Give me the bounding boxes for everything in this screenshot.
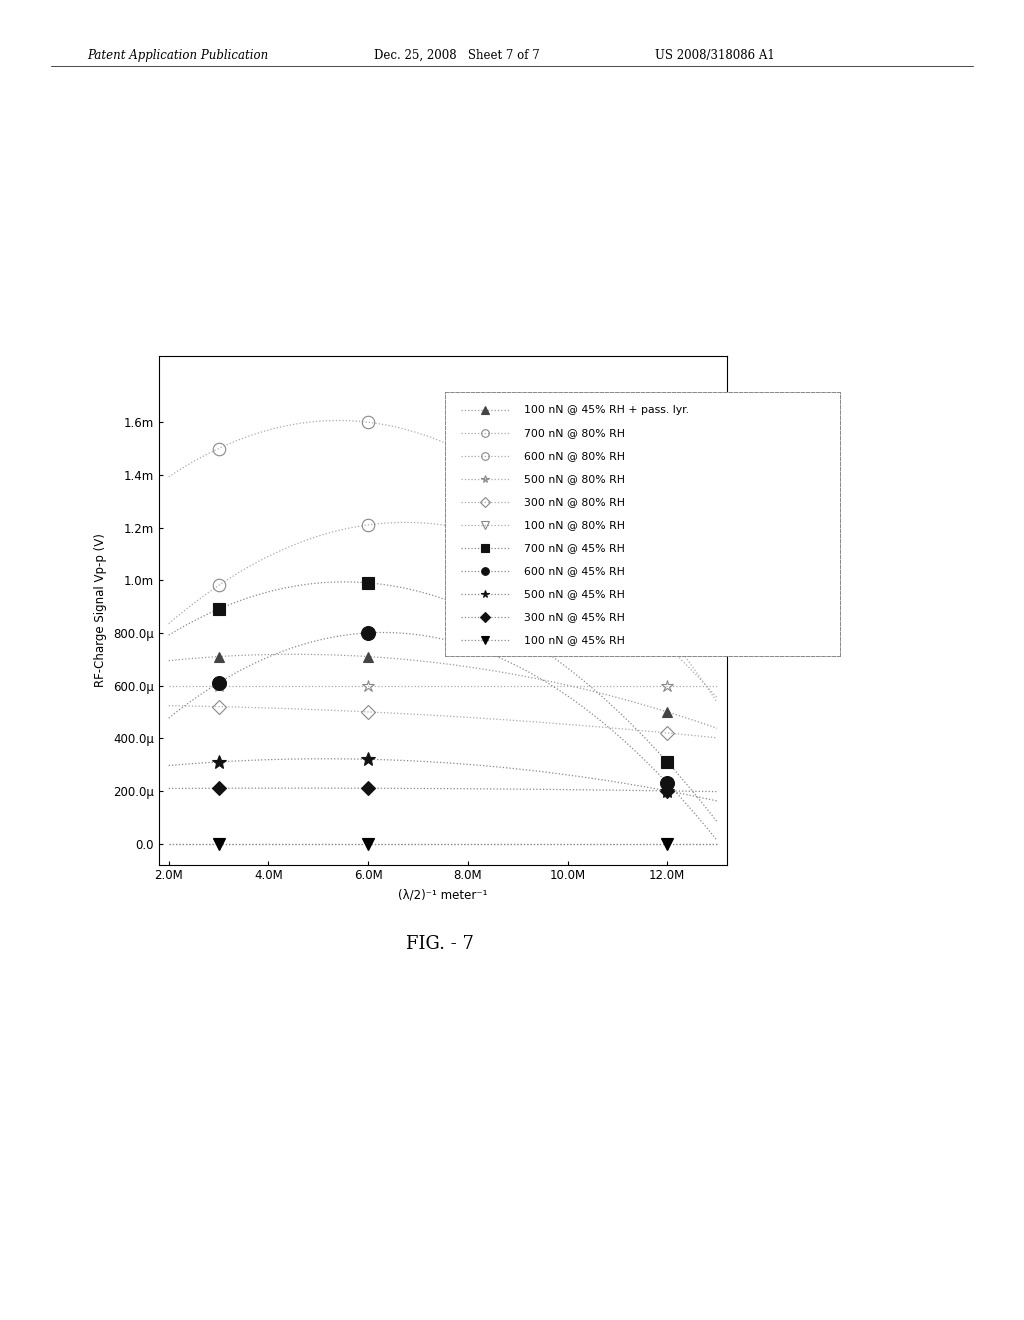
Text: 700 nN @ 45% RH: 700 nN @ 45% RH	[524, 543, 626, 553]
Text: 600 nN @ 80% RH: 600 nN @ 80% RH	[524, 451, 626, 461]
Text: US 2008/318086 A1: US 2008/318086 A1	[655, 49, 775, 62]
Text: 500 nN @ 80% RH: 500 nN @ 80% RH	[524, 474, 626, 484]
Text: 700 nN @ 80% RH: 700 nN @ 80% RH	[524, 429, 626, 438]
Text: 600 nN @ 45% RH: 600 nN @ 45% RH	[524, 566, 626, 576]
Text: Dec. 25, 2008   Sheet 7 of 7: Dec. 25, 2008 Sheet 7 of 7	[374, 49, 540, 62]
Text: 300 nN @ 45% RH: 300 nN @ 45% RH	[524, 612, 626, 622]
Text: 100 nN @ 45% RH: 100 nN @ 45% RH	[524, 635, 626, 645]
Text: FIG. - 7: FIG. - 7	[407, 935, 474, 953]
X-axis label: (λ/2)⁻¹ meter⁻¹: (λ/2)⁻¹ meter⁻¹	[398, 888, 487, 902]
Text: 300 nN @ 80% RH: 300 nN @ 80% RH	[524, 498, 626, 507]
Text: Patent Application Publication: Patent Application Publication	[87, 49, 268, 62]
Text: 100 nN @ 45% RH + pass. lyr.: 100 nN @ 45% RH + pass. lyr.	[524, 405, 689, 416]
Y-axis label: RF-Charge Signal Vp-p (V): RF-Charge Signal Vp-p (V)	[94, 533, 108, 688]
Text: 100 nN @ 80% RH: 100 nN @ 80% RH	[524, 520, 626, 531]
Text: 500 nN @ 45% RH: 500 nN @ 45% RH	[524, 589, 626, 599]
